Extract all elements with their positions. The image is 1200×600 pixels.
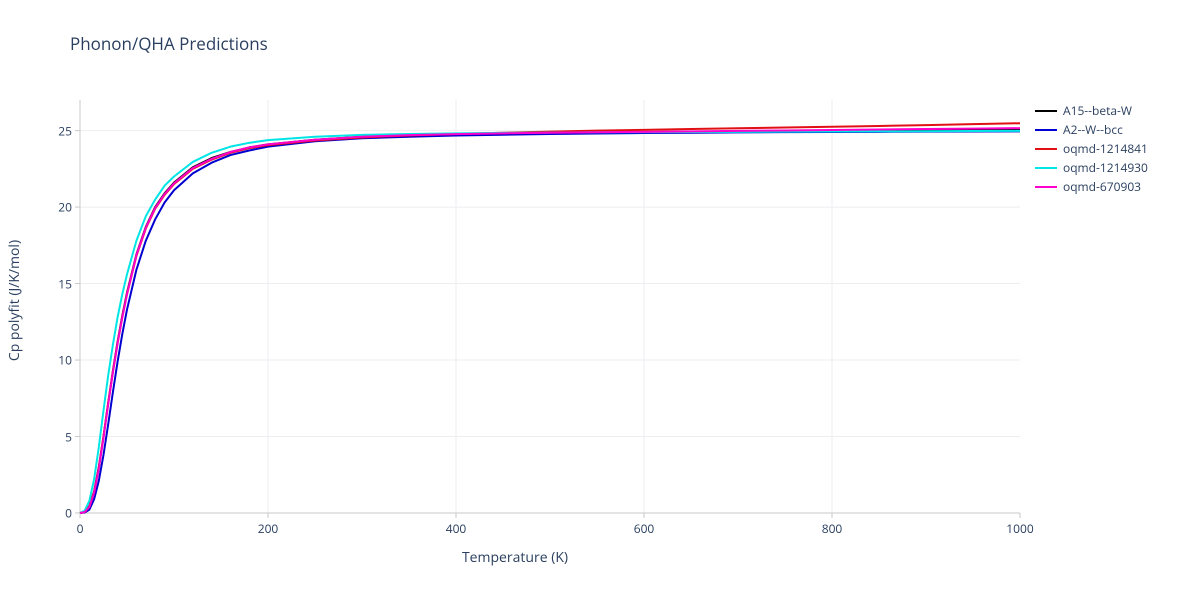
x-tick-label: 400 xyxy=(446,520,467,537)
y-tick-label: 15 xyxy=(32,275,72,292)
series-line[interactable] xyxy=(80,128,1020,513)
y-tick-label: 5 xyxy=(32,428,72,445)
y-tick-label: 25 xyxy=(32,122,72,139)
legend-label: oqmd-1214930 xyxy=(1063,161,1148,175)
legend-label: A15--beta-W xyxy=(1063,104,1132,118)
y-tick-label: 0 xyxy=(32,505,72,522)
x-axis-title: Temperature (K) xyxy=(0,548,1030,567)
chart-svg xyxy=(0,0,1200,600)
legend-swatch xyxy=(1035,148,1057,150)
legend-swatch xyxy=(1035,110,1057,112)
x-tick-label: 1000 xyxy=(1006,520,1033,537)
x-tick-label: 200 xyxy=(258,520,279,537)
y-axis-title-text: Cp polyfit (J/K/mol) xyxy=(6,239,25,360)
x-tick-label: 0 xyxy=(77,520,84,537)
legend-swatch xyxy=(1035,167,1057,169)
legend-swatch xyxy=(1035,129,1057,131)
legend-item[interactable]: oqmd-1214841 xyxy=(1035,142,1148,156)
legend-swatch xyxy=(1035,186,1057,188)
x-tick-label: 800 xyxy=(822,520,843,537)
legend-label: oqmd-670903 xyxy=(1063,180,1141,194)
x-tick-label: 600 xyxy=(634,520,655,537)
series-line[interactable] xyxy=(80,130,1020,513)
series-line[interactable] xyxy=(80,123,1020,513)
y-tick-label: 20 xyxy=(32,199,72,216)
y-axis-title: Cp polyfit (J/K/mol) xyxy=(0,0,30,600)
legend: A15--beta-W A2--W--bcc oqmd-1214841 oqmd-12… xyxy=(1035,104,1148,199)
series-line[interactable] xyxy=(80,131,1020,513)
legend-label: A2--W--bcc xyxy=(1063,123,1123,137)
legend-item[interactable]: oqmd-1214930 xyxy=(1035,161,1148,175)
y-tick-label: 10 xyxy=(32,352,72,369)
legend-item[interactable]: A15--beta-W xyxy=(1035,104,1148,118)
legend-label: oqmd-1214841 xyxy=(1063,142,1148,156)
legend-item[interactable]: A2--W--bcc xyxy=(1035,123,1148,137)
legend-item[interactable]: oqmd-670903 xyxy=(1035,180,1148,194)
series-line[interactable] xyxy=(80,131,1020,513)
chart-container: Phonon/QHA Predictions Temperature (K) C… xyxy=(0,0,1200,600)
